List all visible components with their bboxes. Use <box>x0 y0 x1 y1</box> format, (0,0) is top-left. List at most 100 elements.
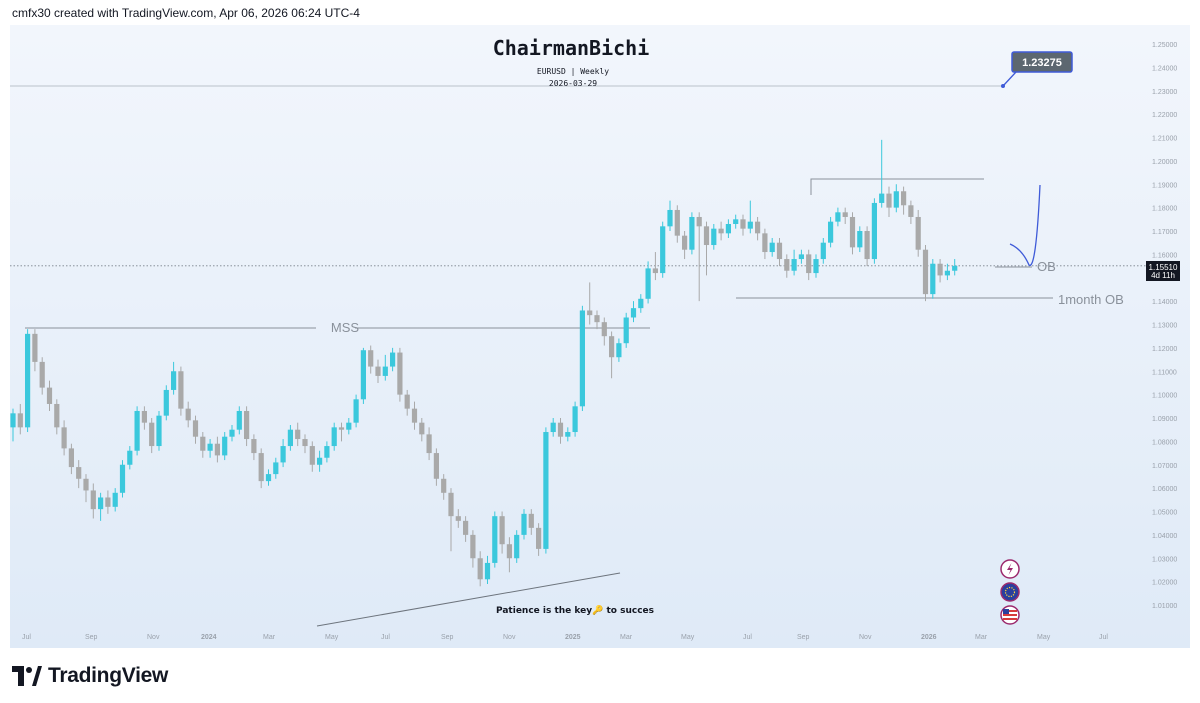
candle-body <box>660 226 666 274</box>
candle-body <box>360 350 366 400</box>
candle-body <box>769 242 775 253</box>
candle-body <box>353 399 359 423</box>
candle-body <box>317 457 323 465</box>
y-tick-label: 1.01000 <box>1152 603 1177 610</box>
candle-body <box>820 242 826 260</box>
target-price-label: 1.23275 <box>1022 57 1062 69</box>
candle-body <box>616 343 622 358</box>
x-tick-label: Nov <box>859 634 872 641</box>
x-tick-label: Mar <box>620 634 633 641</box>
tradingview-logo-icon <box>12 666 42 686</box>
tradingview-brand: TradingView <box>48 664 169 687</box>
candle-body <box>25 333 31 428</box>
mss-label: MSS <box>331 320 360 335</box>
candle-body <box>105 497 111 507</box>
trendline <box>316 572 621 627</box>
x-tick-label: May <box>325 634 339 641</box>
candle-body <box>835 212 841 222</box>
x-tick-label: Sep <box>441 634 454 641</box>
candle-body <box>419 422 425 435</box>
candle-body <box>908 205 914 217</box>
us-flag-icon[interactable] <box>1000 605 1020 625</box>
y-tick-label: 1.17000 <box>1152 229 1177 236</box>
candle-body <box>842 212 848 217</box>
candle-body <box>762 233 768 253</box>
candle-body <box>397 352 403 395</box>
candle-body <box>703 226 710 246</box>
candle-body <box>915 216 921 250</box>
candle-body <box>901 191 907 206</box>
candle-body <box>871 202 877 260</box>
candle-body <box>324 446 330 458</box>
candle-body <box>448 492 454 517</box>
x-tick-label: May <box>1037 634 1051 641</box>
candle-body <box>302 439 308 447</box>
candle-body <box>937 263 943 276</box>
candle-body <box>733 219 739 224</box>
candle-body <box>514 534 520 559</box>
candle-body <box>390 352 396 367</box>
candle-body <box>236 410 242 430</box>
candle-body <box>930 263 936 295</box>
candle-body <box>747 221 753 229</box>
time-remaining-label: 4d 11h <box>1151 271 1175 280</box>
x-tick-label: Sep <box>85 634 98 641</box>
lightning-icon[interactable] <box>1000 559 1020 579</box>
candlestick-chart[interactable]: 1.25000 1.24000 1.23000 1.22000 1.21000 1.200… <box>10 25 1190 648</box>
candle-body <box>200 436 206 451</box>
candle-body <box>609 336 615 358</box>
candle-body <box>879 193 885 203</box>
candle-body <box>76 467 82 479</box>
chart-panel[interactable]: 1.25000 1.24000 1.23000 1.22000 1.21000 1.200… <box>10 25 1190 648</box>
candle-body <box>689 216 695 250</box>
candle-body <box>791 259 797 271</box>
candle-body <box>287 429 293 447</box>
candle-body <box>273 462 279 475</box>
candle-body <box>251 439 257 454</box>
month-ob-label: 1month OB <box>1058 292 1124 307</box>
candle-body <box>484 562 491 580</box>
candle-body <box>630 308 637 318</box>
target-point <box>1001 84 1005 88</box>
candle-body <box>536 527 542 549</box>
y-tick-label: 1.22000 <box>1152 112 1177 119</box>
y-tick-label: 1.16000 <box>1152 252 1177 259</box>
candle-body <box>83 478 89 491</box>
candle-body <box>521 513 527 535</box>
range-high-line <box>810 178 984 195</box>
candle-body <box>207 443 213 451</box>
candle-body <box>98 497 104 510</box>
candle-body <box>725 223 731 234</box>
candle-body <box>404 394 410 409</box>
candle-body <box>127 450 133 465</box>
y-tick-label: 1.24000 <box>1152 65 1177 72</box>
candle-body <box>10 413 16 428</box>
candle-body <box>149 422 155 447</box>
candle-body <box>192 420 199 437</box>
candle-body <box>623 317 629 344</box>
candle-body <box>171 371 177 390</box>
candle-body <box>32 333 38 362</box>
candle-body <box>857 231 863 248</box>
candle-body <box>572 406 578 433</box>
candle-body <box>382 366 388 376</box>
target-badge[interactable]: 1.23275 <box>1011 51 1073 73</box>
target-pointer <box>1002 71 1017 87</box>
candle-body <box>638 298 644 309</box>
candle-body <box>441 478 447 493</box>
candle-body <box>470 534 476 559</box>
candle-body <box>156 415 162 447</box>
tradingview-logo[interactable]: TradingView <box>12 662 168 690</box>
candle-body <box>163 389 169 416</box>
x-tick-label: Sep <box>797 634 810 641</box>
x-tick-label: Jul <box>381 634 390 641</box>
y-tick-label: 1.18000 <box>1152 206 1177 213</box>
y-tick-label: 1.06000 <box>1152 486 1177 493</box>
y-tick-label: 1.21000 <box>1152 136 1177 143</box>
y-tick-label: 1.11000 <box>1152 369 1177 376</box>
candle-body <box>893 191 899 208</box>
eu-flag-icon[interactable] <box>1000 582 1020 602</box>
current-price-label: 1.15510 <box>1149 263 1178 272</box>
candle-body <box>696 216 702 227</box>
candle-body <box>667 209 673 227</box>
